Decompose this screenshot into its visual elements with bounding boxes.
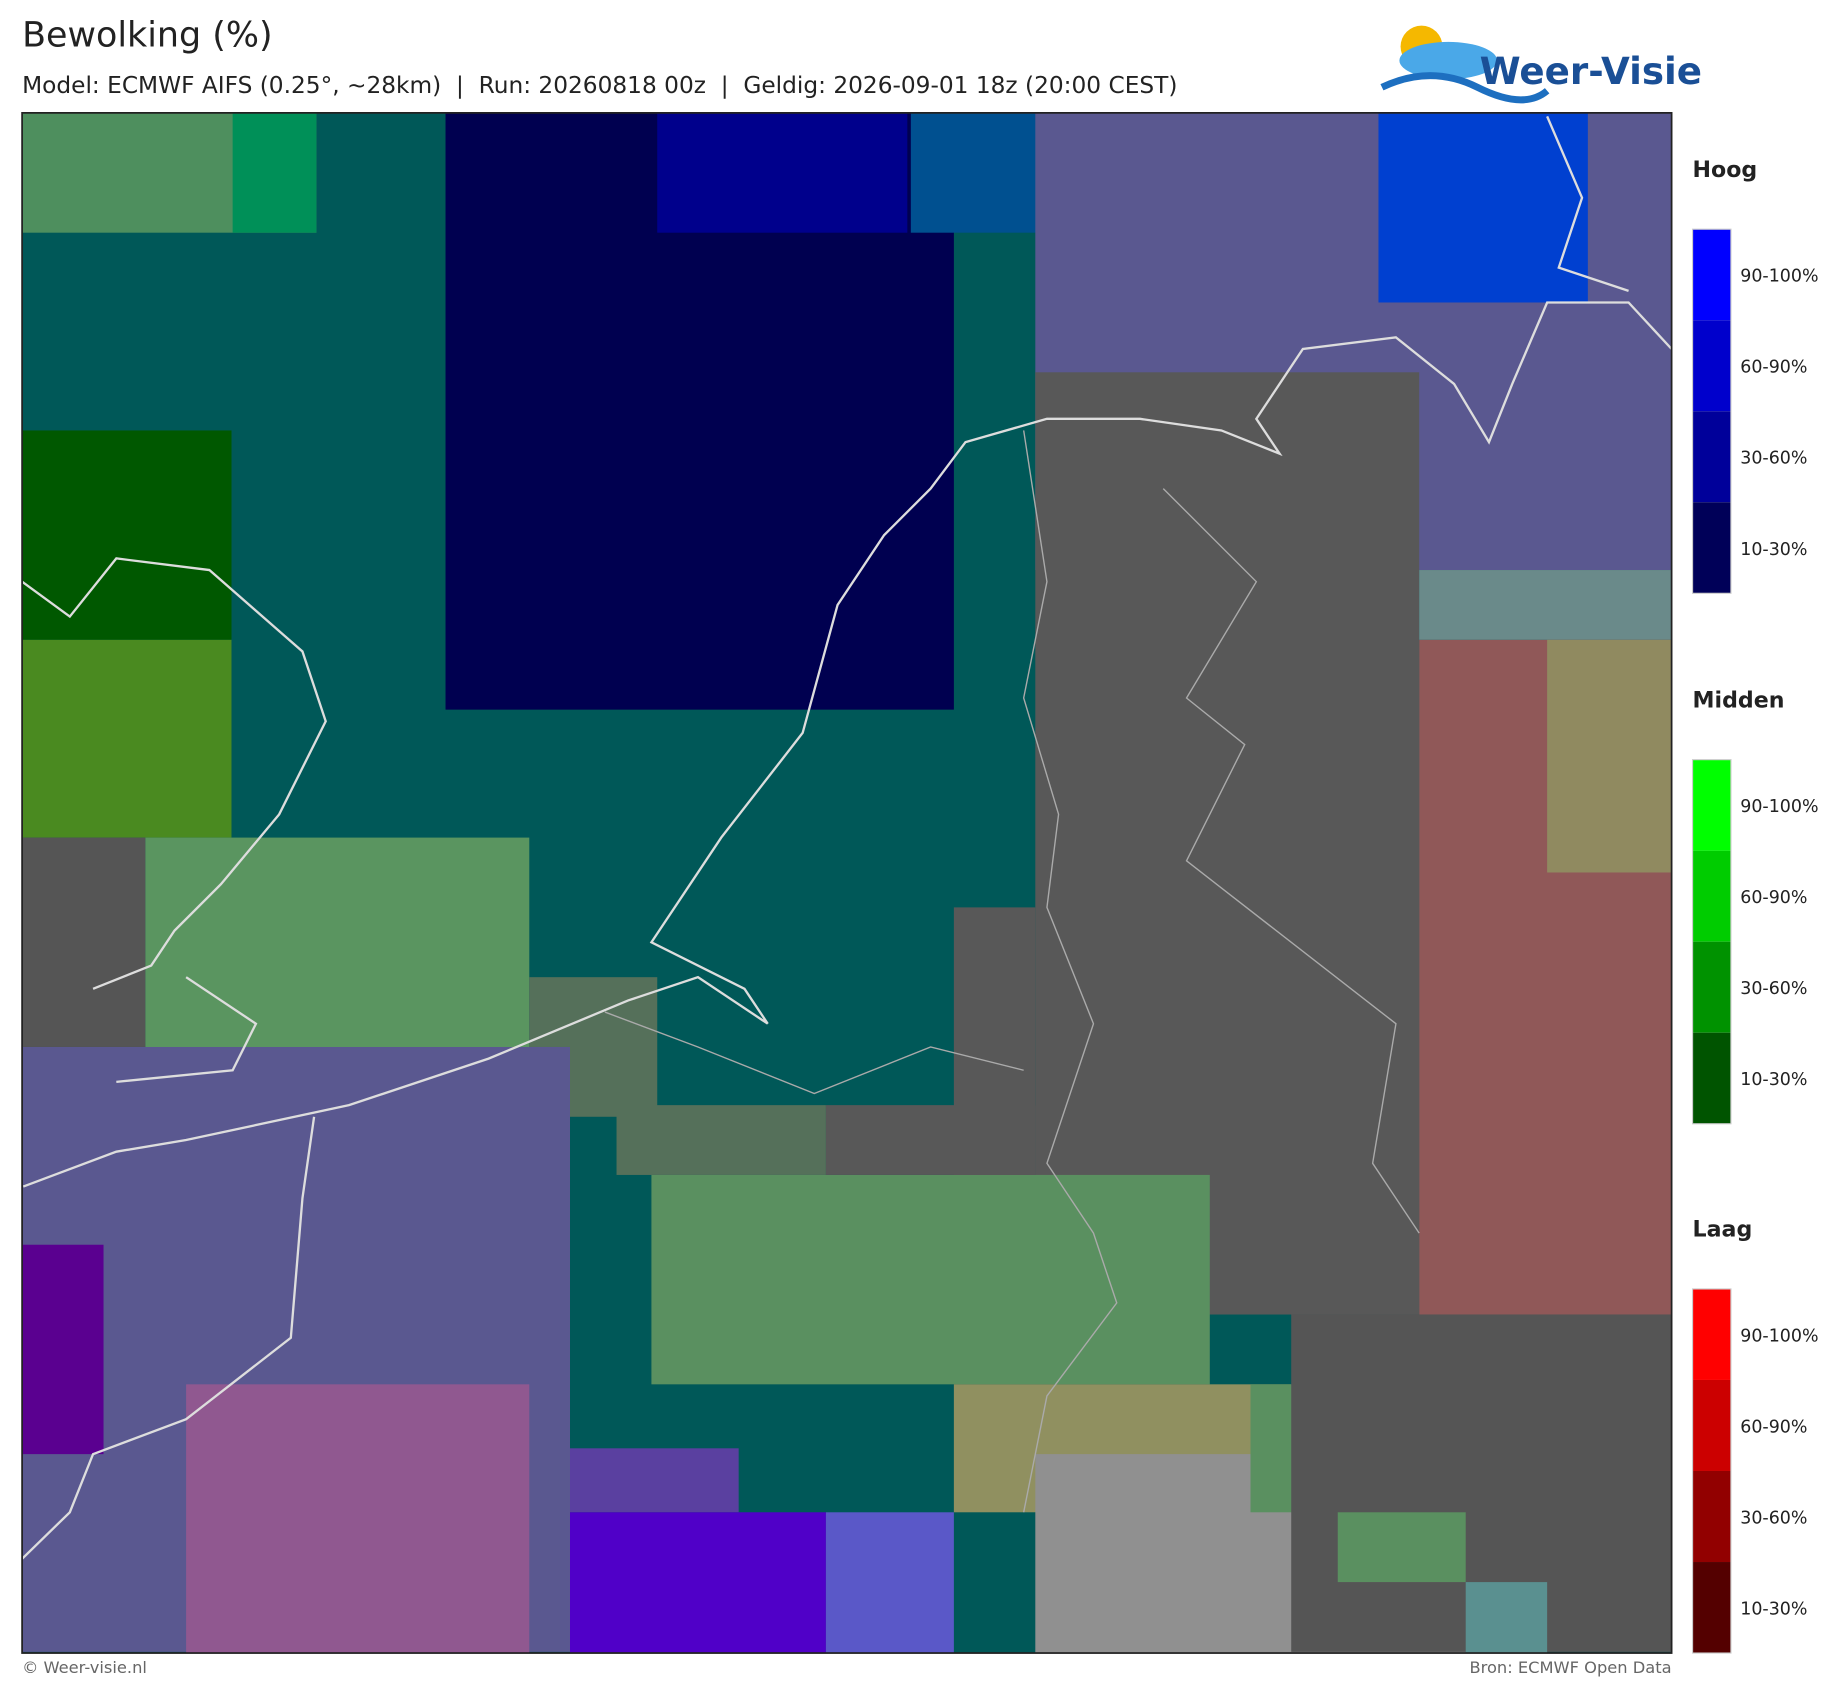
cloud-cell <box>657 112 908 233</box>
cloud-cell <box>22 430 232 640</box>
legend-title: Midden <box>1693 687 1785 713</box>
logo-cloud <box>1399 41 1498 80</box>
legend-label: 30-60% <box>1740 979 1807 999</box>
cloud-cell <box>1547 639 1672 873</box>
legend-swatch <box>1692 320 1731 412</box>
cloud-cell <box>1465 1582 1548 1654</box>
cloud-cell <box>186 1384 530 1654</box>
legend-swatch <box>1692 1470 1731 1563</box>
logo-text: Weer-Visie <box>1480 49 1702 93</box>
legend: Hoog 90-100% 60-90% 30-60% 10-30% Midden 90-10… <box>1691 157 1819 1654</box>
borders <box>604 430 1420 1513</box>
legend-label: 90-100% <box>1740 797 1818 817</box>
legend-title: Hoog <box>1693 157 1758 183</box>
title: Bewolking (%) <box>22 16 273 56</box>
legend-swatch <box>1692 1562 1731 1654</box>
legend-swatch <box>1692 850 1731 942</box>
legend-label: 10-30% <box>1740 540 1807 560</box>
footer-right: Bron: ECMWF Open Data <box>1469 1658 1671 1677</box>
logo: Weer-Visie <box>1380 25 1702 104</box>
legend-label: 60-90% <box>1740 358 1807 378</box>
map-frame <box>21 112 1673 1654</box>
legend-swatch <box>1692 941 1731 1033</box>
cloud-cell <box>1419 570 1672 640</box>
footer-left: © Weer-visie.nl <box>22 1658 147 1677</box>
legend-swatch <box>1692 411 1731 503</box>
legend-label: 10-30% <box>1740 1600 1807 1620</box>
cloud-cell <box>22 1244 104 1455</box>
cloud-cell <box>825 1105 1036 1175</box>
cloud-cell <box>22 639 232 838</box>
legend-frame <box>1691 1288 1732 1654</box>
legend-swatch <box>1692 759 1731 851</box>
map <box>21 112 1673 1654</box>
legend-swatch <box>1692 1379 1731 1471</box>
cloud-cell <box>1378 112 1588 303</box>
coastline <box>21 115 1673 1560</box>
cloud-cell <box>570 1448 739 1513</box>
cloud-cell <box>651 1174 1210 1385</box>
legend-swatch <box>1692 1032 1731 1124</box>
logo-wave <box>1380 72 1550 104</box>
legend-label: 10-30% <box>1740 1070 1807 1090</box>
legend-label: 30-60% <box>1740 1508 1807 1528</box>
legend-swatch <box>1692 502 1731 594</box>
legend-label: 90-100% <box>1740 267 1818 287</box>
cloud-cell <box>1035 372 1420 1315</box>
legend-title: Laag <box>1693 1217 1753 1243</box>
subtitle: Model: ECMWF AIFS (0.25°, ~28km) | Run: … <box>22 72 1177 99</box>
cloud-cell <box>825 1512 954 1654</box>
legend-label: 90-100% <box>1740 1326 1818 1346</box>
legend-label: 30-60% <box>1740 449 1807 469</box>
legend-label: 60-90% <box>1740 1417 1807 1437</box>
cloud-cell <box>1337 1512 1466 1583</box>
legend-frame <box>1691 759 1732 1125</box>
cloud-cell <box>570 1512 826 1654</box>
legend-swatch <box>1692 1288 1731 1380</box>
legend-swatch <box>1692 229 1731 321</box>
cloud-cell <box>232 112 317 233</box>
legend-frame <box>1691 228 1732 594</box>
legend-label: 60-90% <box>1740 888 1807 908</box>
cloud-cell <box>616 1105 826 1175</box>
cloud-cell <box>22 837 146 1047</box>
